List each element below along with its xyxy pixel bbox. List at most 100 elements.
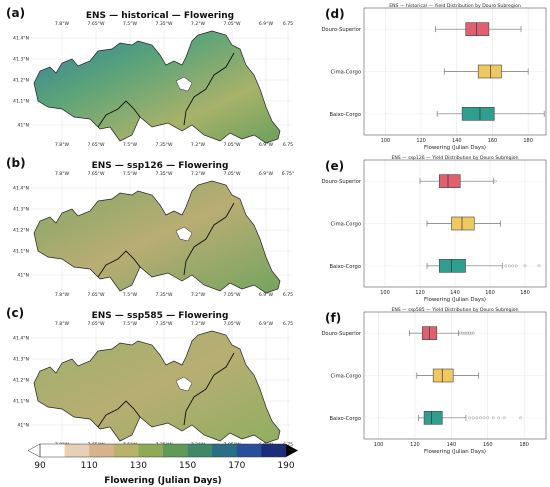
lat-tick-label: 41.4°N: [13, 36, 29, 42]
lon-tick-label: 6.75: [283, 142, 293, 148]
lon-tick-label: 7.65°W: [87, 321, 105, 327]
subregion-boundary: [183, 352, 235, 426]
lon-tick-label: 7.8°W: [55, 292, 70, 298]
colorbar-segment: [187, 444, 213, 457]
lon-tick-label: 7.8°W: [55, 171, 70, 177]
outlier-point: [519, 416, 522, 420]
map-title: ENS — ssp126 — Flowering: [92, 161, 229, 171]
subregion-boundary: [97, 250, 141, 278]
lon-tick-label: 7.65°W: [87, 142, 105, 148]
lon-tick-label: 7.8°W: [55, 321, 70, 327]
outlier-point: [460, 331, 464, 335]
lon-tick-label: 7.8°W: [55, 142, 70, 148]
box: [436, 107, 545, 121]
box-iqr: [451, 216, 475, 231]
boxplot-title: ENS — ssp585 — Yield Distribution by Dou…: [391, 307, 518, 313]
lat-tick-label: 41.3°N: [13, 207, 29, 213]
boxplot-panel: (f) ENS — ssp585 — Yield Distribution by …: [321, 307, 547, 455]
lon-tick-label: 7.5°W: [123, 292, 138, 298]
lon-tick-label: 6.9°W: [259, 171, 274, 177]
colorbar-segment: [212, 444, 238, 457]
lon-tick-label: 6.9°W: [259, 321, 274, 327]
x-tick-label: 180: [519, 442, 529, 448]
x-axis-label: Flowering (Julian Days): [424, 145, 486, 151]
lon-tick-label: 6.75: [283, 292, 293, 298]
box-iqr: [438, 259, 466, 273]
outlier-point: [507, 264, 511, 268]
colorbar-tick-label: 190: [277, 461, 294, 471]
outlier-point: [475, 416, 479, 420]
outlier-point: [468, 331, 471, 335]
map-title: ENS — ssp585 — Flowering: [92, 311, 229, 321]
lon-tick-label: 6.9°W: [259, 292, 274, 298]
colorbar-segment: [40, 444, 65, 457]
box-iqr: [465, 22, 490, 36]
lon-tick-label: 7.35°W: [155, 171, 173, 177]
boxplot-title: ENS — historical — Yield Distribution by…: [389, 3, 521, 9]
map-panel: (a) ENS — historical — Flowering 7.8°W 7.65…: [6, 6, 293, 148]
lon-tick-label: 7.2°W: [191, 171, 206, 177]
category-label: Douro-Superior: [321, 27, 361, 33]
outlier-point: [471, 416, 475, 420]
lon-tick-label: 7.5°W: [123, 171, 138, 177]
x-axis-label: Flowering (Julian Days): [424, 449, 486, 455]
boxplot-panel: (d) ENS — historical — Yield Distribution…: [321, 3, 547, 151]
lon-tick-label: 7.5°W: [123, 21, 138, 27]
panel-label: (a): [6, 6, 25, 20]
outlier-point: [523, 264, 527, 268]
category-label: Cima-Corgo: [331, 70, 361, 76]
lon-tick-label: 7.8°W: [55, 21, 70, 27]
panel-label: (e): [325, 159, 344, 173]
box: [419, 174, 497, 188]
lon-tick-label: 7.05°W: [223, 142, 241, 148]
lon-tick-label: 7.2°W: [191, 142, 206, 148]
lat-tick-label: 41°N: [17, 123, 29, 129]
boxplot-frame: [363, 311, 547, 440]
lon-tick-label: 6.75: [283, 21, 293, 27]
x-tick-label: 120: [410, 442, 420, 448]
douro-region-map: [33, 180, 281, 294]
panel-label: (d): [325, 7, 345, 21]
box-iqr: [423, 411, 443, 425]
x-tick-label: 140: [452, 138, 462, 144]
outlier-point: [471, 331, 475, 335]
category-label: Baixo-Corgo: [329, 264, 361, 270]
category-label: Baixo-Corgo: [329, 112, 361, 118]
outlier-point: [459, 331, 462, 335]
colorbar-segment: [261, 444, 287, 457]
colorbar-tick-label: 170: [228, 461, 245, 471]
lat-tick-label: 41.1°N: [13, 99, 29, 105]
lon-tick-label: 7.65°W: [87, 21, 105, 27]
box: [426, 259, 541, 273]
map-title: ENS — historical — Flowering: [86, 11, 234, 21]
lat-tick-label: 41.3°N: [13, 357, 29, 363]
outlier-point: [514, 264, 518, 268]
box-iqr: [461, 107, 495, 121]
box-iqr: [438, 174, 461, 188]
subregion-boundary: [97, 100, 141, 128]
colorbar-segment: [138, 444, 164, 457]
x-tick-label: 100: [380, 290, 390, 296]
outlier-point: [469, 331, 473, 335]
outlier-point: [511, 264, 515, 268]
x-tick-label: 160: [488, 138, 498, 144]
map-panel: (b) ENS — ssp126 — Flowering 7.8°W 7.65°W 7.…: [6, 156, 294, 298]
box-iqr: [432, 368, 454, 383]
outlier-point: [497, 416, 501, 420]
outlier-point: [466, 331, 470, 335]
lat-tick-label: 41.2°N: [13, 78, 29, 84]
x-tick-label: 100: [381, 138, 391, 144]
outlier-point: [504, 264, 508, 268]
x-tick-label: 180: [523, 138, 533, 144]
lon-tick-label: 7.65°W: [87, 292, 105, 298]
lon-tick-label: 6.9°W: [259, 142, 274, 148]
subregion-boundary: [97, 400, 141, 428]
colorbar-segment: [113, 444, 139, 457]
lon-tick-label: 7.35°W: [155, 321, 173, 327]
outlier-point: [462, 331, 466, 335]
lon-tick-label: 6.75°: [282, 171, 295, 177]
lon-tick-label: 6.9°W: [259, 21, 274, 27]
lat-tick-label: 41.1°N: [13, 249, 29, 255]
colorbar-segment: [89, 444, 115, 457]
